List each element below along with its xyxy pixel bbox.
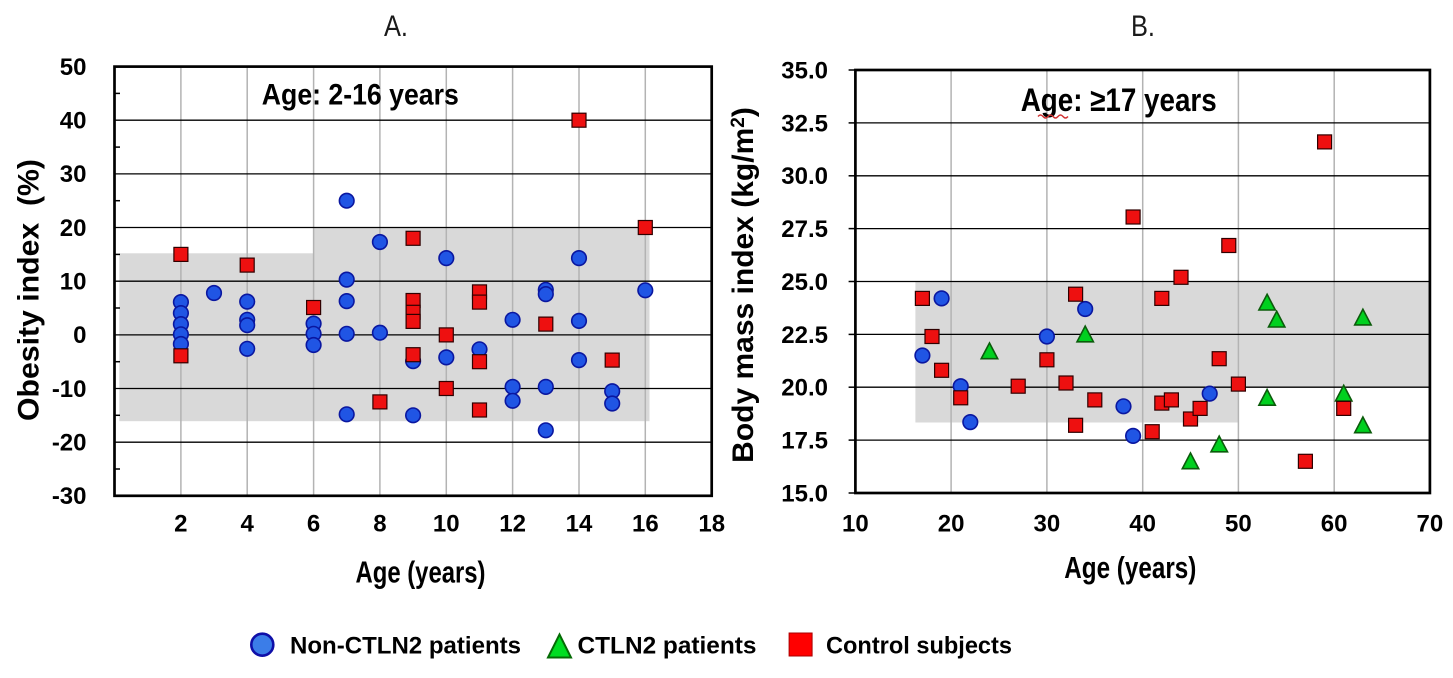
svg-text:12: 12 [499, 511, 526, 538]
svg-text:Age (years): Age (years) [356, 555, 486, 590]
svg-text:40: 40 [60, 108, 87, 135]
svg-text:-30: -30 [52, 483, 87, 510]
svg-text:6: 6 [307, 511, 320, 538]
svg-text:-20: -20 [52, 429, 87, 456]
svg-text:Obesity index (%): Obesity index (%) [13, 159, 46, 421]
svg-text:30.0: 30.0 [781, 163, 828, 190]
svg-text:20: 20 [938, 511, 965, 538]
svg-text:70: 70 [1417, 511, 1444, 538]
svg-text:10: 10 [433, 511, 460, 538]
svg-text:40: 40 [1129, 511, 1156, 538]
svg-text:25.0: 25.0 [781, 269, 828, 296]
svg-text:Age (years): Age (years) [1064, 550, 1196, 585]
svg-text:A.: A. [384, 10, 408, 43]
svg-text:60: 60 [1321, 511, 1348, 538]
svg-text:Control subjects: Control subjects [826, 633, 1012, 660]
svg-text:4: 4 [241, 511, 255, 538]
svg-text:50: 50 [1225, 511, 1252, 538]
svg-text:Age: ≥17 years: Age: ≥17 years [1021, 82, 1217, 118]
svg-text:32.5: 32.5 [781, 110, 828, 137]
svg-text:16: 16 [632, 511, 659, 538]
svg-text:17.5: 17.5 [781, 428, 828, 455]
svg-text:B.: B. [1131, 10, 1155, 43]
svg-text:14: 14 [566, 511, 593, 538]
svg-text:10: 10 [60, 269, 87, 296]
svg-text:35.0: 35.0 [781, 57, 828, 84]
svg-text:50: 50 [60, 54, 87, 81]
svg-text:CTLN2 patients: CTLN2 patients [578, 633, 757, 660]
svg-text:0: 0 [73, 322, 86, 349]
svg-text:30: 30 [60, 161, 87, 188]
svg-text:15.0: 15.0 [781, 480, 828, 507]
svg-text:20.0: 20.0 [781, 375, 828, 402]
svg-text:20: 20 [60, 215, 87, 242]
svg-text:27.5: 27.5 [781, 216, 828, 243]
svg-text:8: 8 [373, 511, 386, 538]
svg-text:30: 30 [1034, 511, 1061, 538]
svg-text:Body mass index (kg/m2): Body mass index (kg/m2) [727, 107, 760, 463]
svg-text:2: 2 [174, 511, 187, 538]
svg-text:Non-CTLN2 patients: Non-CTLN2 patients [290, 633, 521, 660]
svg-text:Age: 2-16 years: Age: 2-16 years [262, 78, 459, 111]
svg-text:18: 18 [698, 511, 725, 538]
svg-text:22.5: 22.5 [781, 322, 828, 349]
svg-text:10: 10 [842, 511, 869, 538]
svg-text:-10: -10 [52, 376, 87, 403]
